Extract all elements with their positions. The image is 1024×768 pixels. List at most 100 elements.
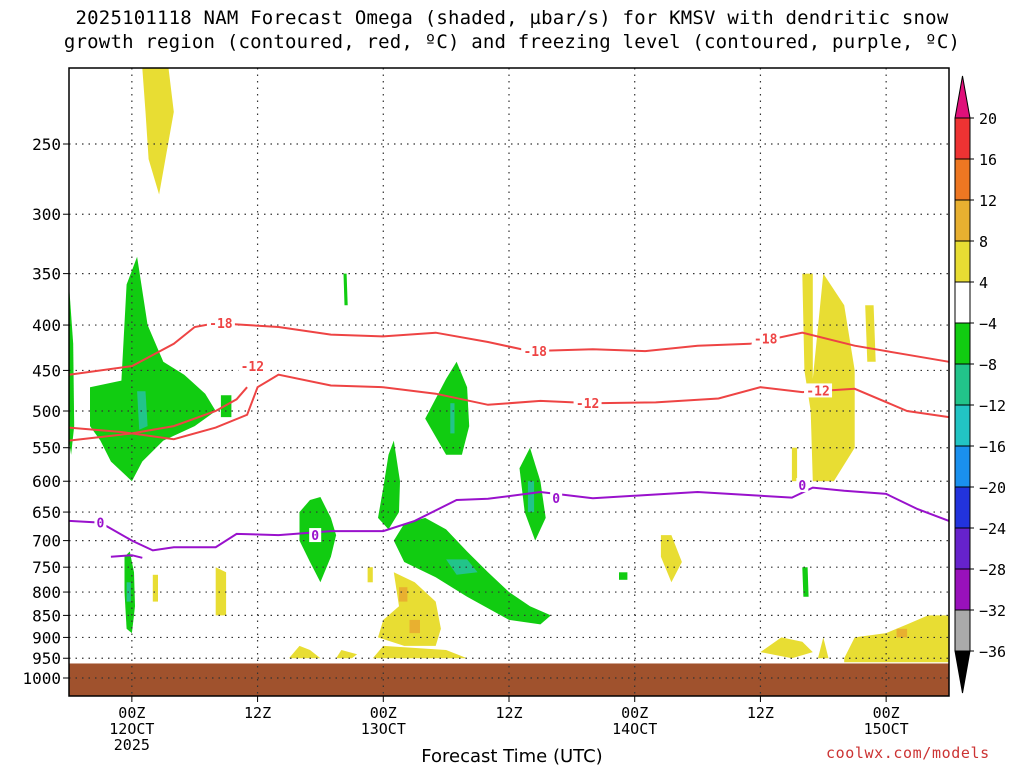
omega-region-8 (378, 440, 400, 530)
y-tick-label-650: 650 (32, 503, 61, 522)
omega-region-32 (289, 645, 321, 659)
contour-label: -12 (806, 384, 829, 399)
x-tick-label: 12Z (495, 704, 522, 722)
chart-title-line2: growth region (contoured, red, ºC) and f… (63, 31, 961, 53)
contour-label-bg (309, 528, 322, 543)
colorbar-label: 16 (979, 151, 997, 169)
x-tick-label: 00Z (118, 704, 145, 722)
y-axis: 250 300 350 400 450 500 550 600 650 700 750 800 850 9… (22, 135, 69, 688)
colorbar-label: −32 (979, 602, 1006, 620)
colorbar-label: −36 (979, 643, 1006, 661)
contour-label: 0 (798, 479, 806, 494)
omega-region-24 (660, 535, 682, 583)
x-tick-label: 12OCT (109, 720, 154, 738)
colorbar-segment-8 (954, 445, 971, 488)
omega-region-22 (215, 567, 227, 616)
colorbar-segment-2 (954, 199, 971, 242)
omega-region-1 (69, 284, 75, 455)
contour-1 (68, 386, 248, 442)
omega-region-34 (372, 645, 468, 659)
colorbar-segment-7 (954, 404, 971, 447)
credit-link[interactable]: coolwx.com/models (826, 744, 990, 762)
x-tick-label: 2025 (114, 736, 150, 754)
y-tick-label-900: 900 (32, 628, 61, 647)
colorbar-label: −8 (979, 356, 997, 374)
omega-region-30 (844, 615, 949, 663)
omega-region-23 (367, 567, 373, 583)
contour-label-bg (796, 478, 809, 493)
colorbar-segment-11 (954, 568, 971, 611)
contour-label: 0 (311, 529, 319, 544)
contour-3 (68, 486, 950, 552)
omega-region-33 (336, 650, 358, 659)
omega-region-27 (791, 447, 798, 482)
x-tick-label: 00Z (621, 704, 648, 722)
y-tick-label-350: 350 (32, 265, 61, 284)
omega-region-17 (619, 572, 628, 580)
colorbar-label: −16 (979, 438, 1006, 456)
colorbar-label: 20 (979, 110, 997, 128)
contour-label-bg (206, 316, 235, 331)
y-tick-label-800: 800 (32, 583, 61, 602)
colorbar-label: 4 (979, 274, 988, 292)
grid-lines (69, 68, 949, 696)
contour-label: -12 (241, 360, 264, 375)
x-tick-label: 00Z (370, 704, 397, 722)
y-tick-label-850: 850 (32, 606, 61, 625)
y-tick-label-300: 300 (32, 205, 61, 224)
omega-region-21 (152, 574, 158, 602)
x-tick-label: 14OCT (612, 720, 657, 738)
colorbar-segment-5 (954, 322, 971, 365)
colorbar-label: −24 (979, 520, 1006, 538)
colorbar-label: −28 (979, 561, 1006, 579)
x-tick-label: 13OCT (361, 720, 406, 738)
omega-region-18 (378, 572, 441, 646)
chart-title: 2025101118 NAM Forecast Omega (shaded, µ… (0, 6, 1024, 54)
colorbar-label: 8 (979, 233, 988, 251)
contour-label-bg (94, 515, 107, 530)
omega-region-5 (343, 273, 348, 306)
colorbar-label: −4 (979, 315, 997, 333)
y-tick-label-750: 750 (32, 558, 61, 577)
contour-label: -18 (523, 345, 547, 360)
colorbar-label: −12 (979, 397, 1006, 415)
contour-label: 0 (97, 517, 105, 532)
x-tick-label: 12Z (244, 704, 271, 722)
omega-region-6 (425, 361, 470, 455)
omega-region-28 (760, 637, 813, 659)
omega-region-13 (527, 481, 535, 513)
colorbar-segment-10 (954, 527, 971, 570)
colorbar-label: 12 (979, 192, 997, 210)
contour-4 (110, 554, 143, 559)
omega-shading (69, 68, 949, 663)
y-tick-label-550: 550 (32, 439, 61, 458)
contour-label-bg (550, 491, 563, 506)
chart-title-line1: 2025101118 NAM Forecast Omega (shaded, µ… (75, 7, 949, 29)
colorbar: 20 16 12 8 4 −4 −8 −12 −16 −20 −24 −28 −32 −36 (954, 75, 1006, 694)
contour-label-bg (573, 396, 602, 411)
omega-region-29 (818, 637, 829, 659)
omega-region-2 (90, 256, 216, 482)
colorbar-segment-4 (954, 281, 971, 324)
x-axis-title: Forecast Time (UTC) (421, 746, 603, 767)
contour-label: 0 (552, 492, 560, 507)
y-tick-label-500: 500 (32, 402, 61, 421)
colorbar-segment-6 (954, 363, 971, 406)
colorbar-bottom-arrow (954, 650, 971, 694)
omega-region-0 (142, 68, 174, 195)
contour-label: -12 (576, 397, 599, 412)
contour-2 (68, 373, 950, 441)
colorbar-segment-9 (954, 486, 971, 529)
omega-region-26 (865, 305, 876, 362)
contour-label-bg (521, 344, 550, 359)
contour-label: -18 (209, 317, 233, 332)
contour-label-bg (804, 383, 833, 398)
colorbar-label: −20 (979, 479, 1006, 497)
omega-region-20 (399, 587, 408, 602)
x-tick-label: 12Z (747, 704, 774, 722)
omega-region-7 (450, 403, 455, 434)
y-tick-label-1000: 1000 (22, 669, 61, 688)
omega-region-31 (896, 628, 908, 638)
